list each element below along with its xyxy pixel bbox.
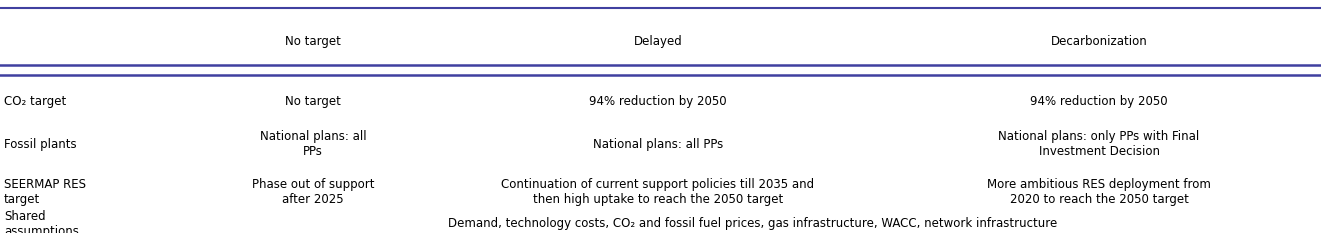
- Text: CO₂ target: CO₂ target: [4, 95, 66, 108]
- Text: SEERMAP RES
target: SEERMAP RES target: [4, 178, 86, 206]
- Text: Continuation of current support policies till 2035 and
then high uptake to reach: Continuation of current support policies…: [501, 178, 815, 206]
- Text: 94% reduction by 2050: 94% reduction by 2050: [589, 95, 727, 108]
- Text: 94% reduction by 2050: 94% reduction by 2050: [1030, 95, 1168, 108]
- Text: Phase out of support
after 2025: Phase out of support after 2025: [252, 178, 374, 206]
- Text: National plans: all PPs: National plans: all PPs: [593, 138, 723, 151]
- Text: Fossil plants: Fossil plants: [4, 138, 77, 151]
- Text: Shared
assumptions: Shared assumptions: [4, 210, 79, 233]
- Text: Demand, technology costs, CO₂ and fossil fuel prices, gas infrastructure, WACC, : Demand, technology costs, CO₂ and fossil…: [448, 217, 1058, 230]
- Text: Delayed: Delayed: [634, 35, 682, 48]
- Text: National plans: only PPs with Final
Investment Decision: National plans: only PPs with Final Inve…: [999, 130, 1199, 158]
- Text: Decarbonization: Decarbonization: [1050, 35, 1148, 48]
- Text: National plans: all
PPs: National plans: all PPs: [260, 130, 366, 158]
- Text: No target: No target: [285, 95, 341, 108]
- Text: No target: No target: [285, 35, 341, 48]
- Text: More ambitious RES deployment from
2020 to reach the 2050 target: More ambitious RES deployment from 2020 …: [987, 178, 1211, 206]
